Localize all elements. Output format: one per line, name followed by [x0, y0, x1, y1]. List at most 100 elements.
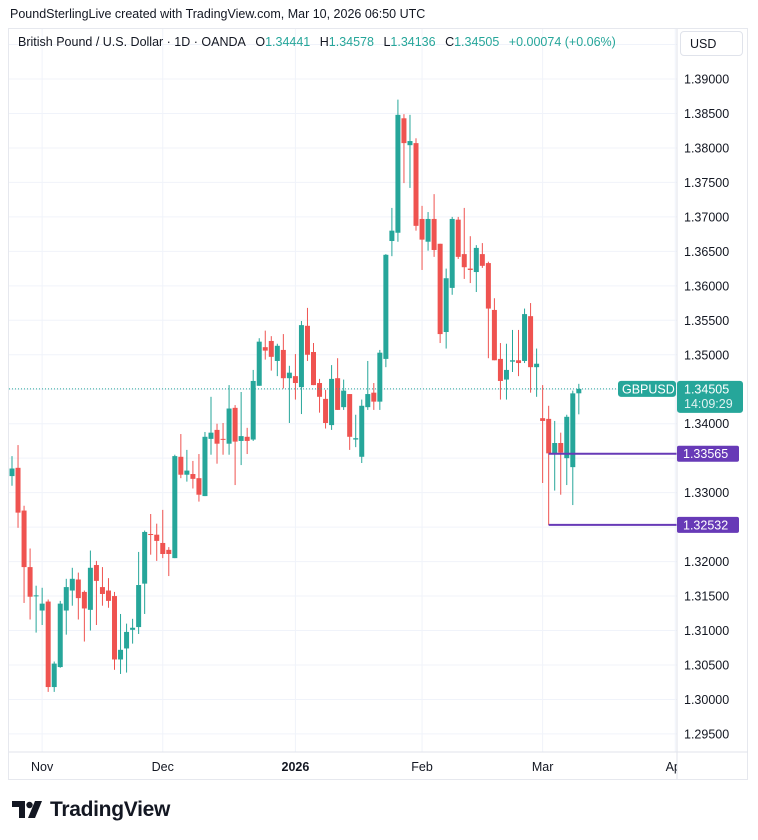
candle[interactable] [39, 587, 45, 626]
candle[interactable] [21, 505, 27, 603]
candle[interactable] [479, 243, 485, 268]
candle[interactable] [540, 385, 546, 483]
candle[interactable] [148, 514, 154, 555]
candle[interactable] [190, 460, 196, 489]
candle[interactable] [341, 379, 347, 410]
candle[interactable] [262, 330, 268, 360]
candle[interactable] [353, 414, 359, 448]
candle[interactable] [274, 343, 280, 377]
candle[interactable] [317, 378, 323, 413]
candle[interactable] [311, 343, 316, 386]
candle[interactable] [166, 547, 172, 577]
candle[interactable] [27, 548, 33, 620]
candle[interactable] [419, 205, 425, 270]
candle[interactable] [208, 396, 214, 455]
candle[interactable] [335, 358, 341, 410]
candle[interactable] [214, 423, 220, 464]
candle[interactable] [467, 236, 473, 284]
candle[interactable] [365, 360, 371, 410]
candle[interactable] [226, 385, 232, 455]
candle[interactable] [304, 307, 310, 361]
candle[interactable] [443, 268, 449, 349]
candle[interactable] [178, 434, 184, 479]
candle[interactable] [130, 618, 136, 644]
candle[interactable] [516, 329, 522, 377]
candle[interactable] [347, 394, 353, 450]
candle[interactable] [298, 320, 304, 415]
candle[interactable] [87, 550, 93, 631]
candle[interactable] [45, 599, 51, 692]
candle[interactable] [425, 212, 431, 251]
candle[interactable] [329, 365, 335, 430]
candle[interactable] [564, 414, 570, 486]
candle[interactable] [184, 449, 190, 482]
candle[interactable] [389, 207, 395, 257]
candle[interactable] [286, 365, 292, 424]
candle[interactable] [359, 399, 365, 463]
candle[interactable] [401, 114, 407, 184]
candle[interactable] [196, 454, 202, 502]
candle[interactable] [124, 623, 130, 673]
candle[interactable] [570, 390, 576, 506]
candle[interactable] [112, 591, 118, 670]
plot-area[interactable] [9, 99, 677, 692]
candle[interactable] [534, 348, 540, 397]
candle[interactable] [497, 343, 503, 400]
candle[interactable] [485, 261, 491, 359]
candle[interactable] [69, 567, 75, 606]
candle[interactable] [268, 336, 274, 371]
candle[interactable] [383, 254, 389, 368]
candle[interactable] [292, 354, 298, 400]
candle[interactable] [232, 405, 238, 486]
candle[interactable] [491, 298, 497, 361]
candle[interactable] [413, 138, 419, 231]
candle[interactable] [455, 216, 461, 259]
candle[interactable] [437, 243, 443, 344]
candle[interactable] [395, 99, 401, 242]
candle[interactable] [558, 432, 564, 495]
candle[interactable] [509, 329, 515, 372]
candle[interactable] [461, 207, 467, 279]
candle[interactable] [51, 661, 57, 692]
candle[interactable] [503, 343, 509, 400]
candle[interactable] [552, 420, 558, 491]
candle[interactable] [280, 334, 286, 389]
candle[interactable] [63, 578, 69, 635]
candle[interactable] [377, 349, 383, 410]
candle[interactable] [449, 216, 455, 295]
candle[interactable] [81, 590, 87, 642]
candle[interactable] [99, 567, 105, 606]
candle[interactable] [118, 613, 124, 674]
candle[interactable] [15, 445, 21, 528]
candle[interactable] [136, 551, 142, 634]
candle[interactable] [202, 431, 208, 497]
candle[interactable] [323, 389, 329, 429]
candle[interactable] [57, 600, 63, 668]
candle[interactable] [431, 194, 437, 257]
candle[interactable] [244, 427, 250, 455]
tradingview-logo[interactable]: TradingView [12, 798, 170, 822]
candle[interactable] [528, 303, 534, 393]
candle[interactable] [546, 405, 552, 526]
candle[interactable] [576, 383, 582, 415]
candle[interactable] [250, 369, 256, 441]
candle[interactable] [75, 572, 81, 620]
candle[interactable] [522, 308, 528, 364]
candle[interactable] [105, 578, 111, 608]
candle[interactable] [33, 585, 39, 633]
candle[interactable] [238, 391, 244, 466]
candle[interactable] [371, 383, 377, 410]
candle[interactable] [93, 560, 99, 626]
currency-button[interactable]: USD [680, 31, 743, 56]
price-axis[interactable]: 1.39000 1.38500 1.38000 1.37500 1.37000 1.365… [684, 73, 729, 742]
candle[interactable] [407, 114, 413, 188]
candle[interactable] [256, 338, 262, 386]
candle[interactable] [220, 423, 226, 455]
candle[interactable] [473, 245, 479, 293]
candle[interactable] [172, 454, 178, 559]
candle[interactable] [154, 523, 160, 561]
candle[interactable] [160, 509, 166, 559]
candle[interactable] [9, 456, 15, 486]
candle[interactable] [142, 530, 148, 614]
